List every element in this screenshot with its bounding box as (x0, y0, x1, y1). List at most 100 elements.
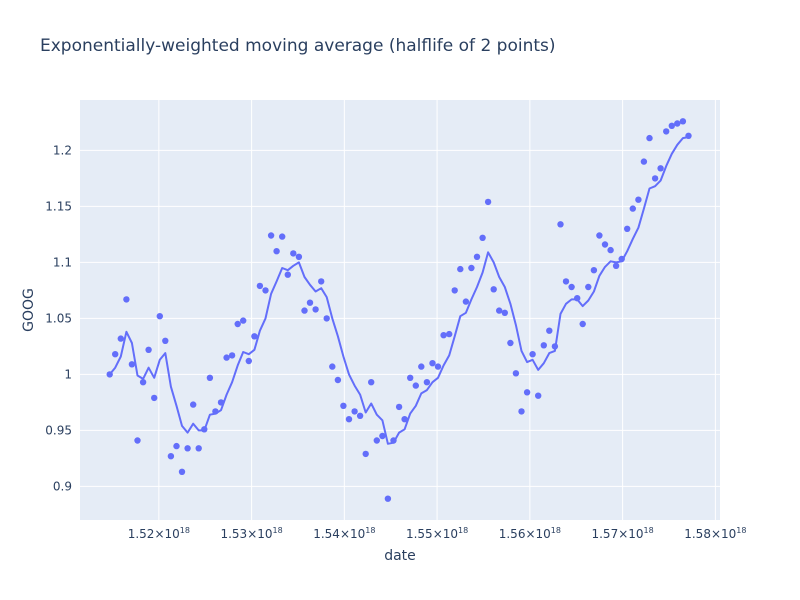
data-point (407, 374, 414, 381)
data-point (373, 437, 380, 444)
data-point (601, 241, 609, 248)
data-point (546, 327, 553, 334)
data-point (128, 361, 136, 368)
data-point (167, 453, 175, 460)
data-point (145, 346, 152, 353)
data-point (173, 442, 180, 450)
data-point (501, 309, 508, 316)
plot-area (80, 100, 720, 520)
x-axis-title: date (384, 548, 416, 564)
data-point (162, 337, 169, 344)
data-point (362, 450, 369, 458)
y-axis-title: GOOG (21, 288, 37, 332)
data-point (123, 296, 130, 303)
data-point (217, 399, 225, 406)
data-point (624, 225, 631, 232)
data-point (401, 416, 408, 423)
data-point (562, 278, 570, 285)
y-tick-label: 1.05 (45, 311, 72, 325)
data-point (184, 445, 191, 452)
data-point (540, 342, 547, 349)
x-tick-label: 1.58×1018 (684, 526, 746, 541)
data-point (112, 351, 119, 358)
data-point (529, 351, 536, 358)
data-point (190, 401, 197, 408)
data-point (507, 339, 514, 347)
data-point (395, 403, 403, 411)
data-point (629, 205, 636, 212)
x-tick-label: 1.53×1018 (220, 526, 282, 541)
data-point (512, 370, 520, 377)
data-point (201, 426, 208, 433)
x-gridlines (158, 100, 716, 520)
data-point (640, 158, 648, 165)
data-point (139, 379, 147, 386)
data-point (306, 299, 314, 306)
data-point (468, 264, 475, 272)
data-point (612, 262, 620, 269)
data-point (206, 374, 214, 381)
data-point (234, 320, 241, 328)
data-point (462, 298, 470, 305)
data-point (518, 408, 525, 415)
x-tick-label: 1.54×1018 (313, 526, 375, 541)
data-point (151, 394, 158, 402)
data-point (117, 335, 125, 342)
data-point (457, 265, 464, 273)
data-point (368, 379, 375, 386)
x-tick-label: 1.55×1018 (406, 526, 468, 541)
ewma-line-series (108, 136, 689, 445)
y-tick-label: 1.15 (45, 199, 72, 213)
data-point (568, 283, 575, 291)
y-tick-label: 0.95 (45, 423, 72, 437)
data-point (607, 246, 614, 254)
data-point (557, 221, 564, 228)
data-point (212, 408, 219, 415)
data-point (551, 343, 559, 350)
data-point (484, 198, 492, 206)
data-point (574, 295, 581, 302)
data-point (106, 371, 113, 378)
data-point (279, 233, 286, 240)
data-point (479, 234, 486, 241)
data-point (390, 437, 397, 444)
data-point (535, 392, 542, 399)
x-tick-labels: 1.52×1018 1.53×1018 1.54×1018 1.55×1018 1.56… (128, 526, 747, 541)
data-point (245, 357, 252, 365)
data-point (596, 232, 603, 239)
y-tick-label: 1.1 (53, 255, 72, 269)
marker-series (106, 118, 692, 502)
data-point (284, 271, 291, 278)
data-point (496, 307, 503, 314)
data-point (590, 267, 598, 274)
data-point (668, 122, 675, 129)
data-point (434, 363, 442, 370)
x-tick-label: 1.56×1018 (499, 526, 561, 541)
y-tick-label: 0.9 (53, 479, 72, 493)
data-point (262, 287, 269, 294)
data-point (178, 468, 186, 475)
data-point (679, 118, 687, 125)
data-point (340, 402, 347, 409)
y-tick-labels: 0.9 0.95 1 1.05 1.1 1.15 1.2 (45, 143, 72, 493)
data-point (490, 286, 497, 293)
data-point (240, 317, 247, 324)
y-tick-label: 1 (64, 367, 72, 381)
data-point (618, 255, 625, 263)
data-point (412, 382, 419, 389)
data-point (195, 445, 202, 452)
data-point (295, 253, 303, 260)
y-tick-label: 1.2 (53, 143, 72, 157)
data-point (429, 360, 436, 367)
data-point (523, 389, 531, 396)
data-point (228, 352, 236, 359)
data-point (651, 175, 659, 182)
data-point (663, 128, 670, 135)
data-point (451, 287, 458, 294)
data-point (290, 250, 297, 257)
x-tick-label: 1.57×1018 (591, 526, 653, 541)
data-point (473, 253, 481, 260)
data-point (251, 333, 258, 340)
